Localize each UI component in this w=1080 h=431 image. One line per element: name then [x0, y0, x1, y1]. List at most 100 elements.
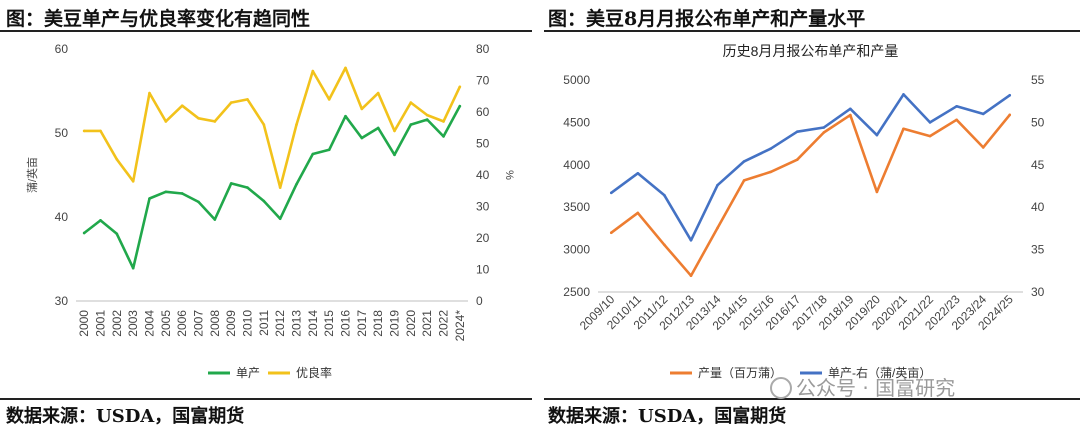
left-chart-category-label: 2005 [159, 310, 173, 337]
left-chart-y2tick-label: 20 [476, 231, 490, 245]
right-title-rule [544, 30, 1080, 32]
left-chart-series-2-point [82, 129, 86, 133]
right-chart-series-2-point [955, 104, 958, 108]
right-chart-series-1-point [875, 190, 879, 194]
right-source-text: 数据来源：USDA，国富期货 [548, 406, 787, 427]
right-chart-series-1-point [902, 127, 905, 131]
left-chart-series-1-point [278, 217, 282, 220]
left-chart-series-1-point [409, 123, 413, 126]
left-chart-series-1-point [99, 219, 102, 222]
left-chart-ytick-label: 50 [55, 126, 69, 140]
right-chart-series-2-point [902, 93, 905, 96]
left-chart-category-label: 2020 [404, 310, 418, 337]
right-chart-series-1-point [849, 113, 852, 117]
left-panel-title: 图：美豆单产与优良率变化有趋同性 [6, 8, 311, 30]
left-chart-series-2-point [115, 157, 119, 161]
left-chart-series-2-point [99, 129, 102, 133]
left-chart-series-1-point [458, 104, 462, 108]
left-chart-category-label: 2006 [175, 310, 189, 337]
wechat-logo-icon [770, 377, 792, 399]
left-chart-series-1-point [115, 232, 119, 236]
right-chart-series-1-point [609, 231, 613, 235]
left-chart-category-label: 2007 [192, 310, 206, 337]
right-chart-series-1-point [716, 226, 719, 230]
left-chart-legend-label-2: 优良率 [296, 365, 332, 380]
right-chart-y2tick-label: 50 [1031, 115, 1045, 129]
right-chart-series-line-1 [609, 113, 1012, 278]
right-chart-series-1-point [981, 146, 985, 149]
left-chart-category-label: 2002 [110, 310, 124, 337]
left-source-text: 数据来源：USDA，国富期货 [6, 406, 245, 427]
left-chart-category-label: 2018 [371, 310, 385, 337]
right-chart-series-2-point [636, 171, 640, 175]
right-chart-y2tick-label: 45 [1031, 158, 1045, 172]
left-chart-series-1-point [295, 182, 298, 186]
left-chart-category-label: 2019 [388, 310, 402, 337]
right-chart-ytick-label: 3000 [563, 243, 590, 257]
right-chart-y2tick-label: 55 [1031, 73, 1045, 87]
left-chart-series-1-point [425, 118, 429, 121]
watermark: 公众号 · 国富研究 [770, 372, 955, 401]
left-chart-series-2-point [295, 123, 298, 126]
right-chart-legend-label-1: 产量（百万蒲） [698, 366, 782, 380]
left-chart-category-label: 2017 [355, 310, 369, 337]
left-chart-series-2-point [262, 123, 266, 126]
right-chart-series-1-point [689, 274, 693, 278]
left-chart-category-label: 2004 [143, 310, 157, 337]
left-chart-y2tick-label: 40 [476, 168, 490, 182]
left-chart-series-2-point [229, 101, 233, 104]
right-chart-series-1-point [636, 211, 640, 215]
right-chart-series-2-point [769, 147, 772, 150]
right-chart-series-2-point [928, 121, 932, 124]
right-chart-ytick-label: 4000 [563, 158, 590, 172]
left-chart-legend-label-1: 单产 [236, 366, 260, 380]
left-chart-category-label: 2014 [306, 310, 320, 337]
right-chart-series-1-point [742, 179, 746, 182]
right-chart-series-line-2 [609, 93, 1012, 242]
right-chart-y2tick-label: 30 [1031, 285, 1045, 299]
right-chart-series-2-point [875, 133, 879, 137]
right-chart-series-2-point [609, 191, 613, 195]
left-chart-y2tick-label: 60 [476, 105, 490, 119]
left-chart-series-1-point [327, 148, 331, 152]
left-chart-series-1-point [131, 266, 135, 270]
left-chart-series-1-point [393, 153, 396, 157]
right-chart-series-2-point [981, 112, 985, 116]
left-chart-series-1-point [376, 126, 380, 130]
left-chart-y2tick-label: 30 [476, 200, 490, 214]
right-chart-ytick-label: 5000 [563, 73, 590, 87]
left-chart-series-1-point [164, 190, 168, 194]
left-chart-y2tick-label: 0 [476, 294, 483, 308]
left-chart-category-label: 2001 [94, 310, 108, 337]
right-chart-title: 历史8月月报公布单产和产量 [723, 43, 899, 59]
left-chart-series-2-point [458, 85, 462, 89]
left-chart-series-1-point [442, 135, 445, 138]
left-chart-category-label: 2022 [437, 310, 451, 337]
right-chart-ytick-label: 3500 [563, 200, 590, 214]
left-chart-series-2-point [409, 101, 413, 104]
right-chart-series-2-point [822, 126, 826, 129]
right-chart-ytick-label: 2500 [563, 285, 590, 299]
left-chart-series-1-point [344, 114, 347, 118]
left-chart-series-line-2 [82, 66, 462, 189]
left-chart-category-label: 2015 [322, 310, 336, 337]
left-chart-category-label: 2024* [453, 310, 467, 342]
left-chart-series-1-point [148, 197, 151, 200]
left-chart-category-label: 2010 [241, 310, 255, 337]
right-chart-ytick-label: 4500 [563, 115, 590, 129]
right-chart-series-2-point [663, 194, 666, 197]
left-chart-series-2-point [197, 117, 200, 120]
left-chart-series-2-point [360, 107, 364, 111]
left-chart-ytick-label: 30 [55, 294, 69, 308]
left-chart-series-1-point [246, 186, 249, 189]
right-chart-series-1-point [928, 134, 932, 138]
left-chart-series-2-point [311, 69, 315, 73]
left-chart-ylabel: 蒲/英亩 [25, 157, 39, 193]
left-chart-series-1-point [360, 136, 364, 140]
left-chart-series-2-point [344, 66, 347, 70]
right-source-rule [544, 398, 1080, 400]
right-chart-series-1-point [1008, 113, 1012, 117]
left-chart-y2label: % [503, 170, 515, 180]
left-chart-category-label: 2016 [339, 310, 353, 337]
